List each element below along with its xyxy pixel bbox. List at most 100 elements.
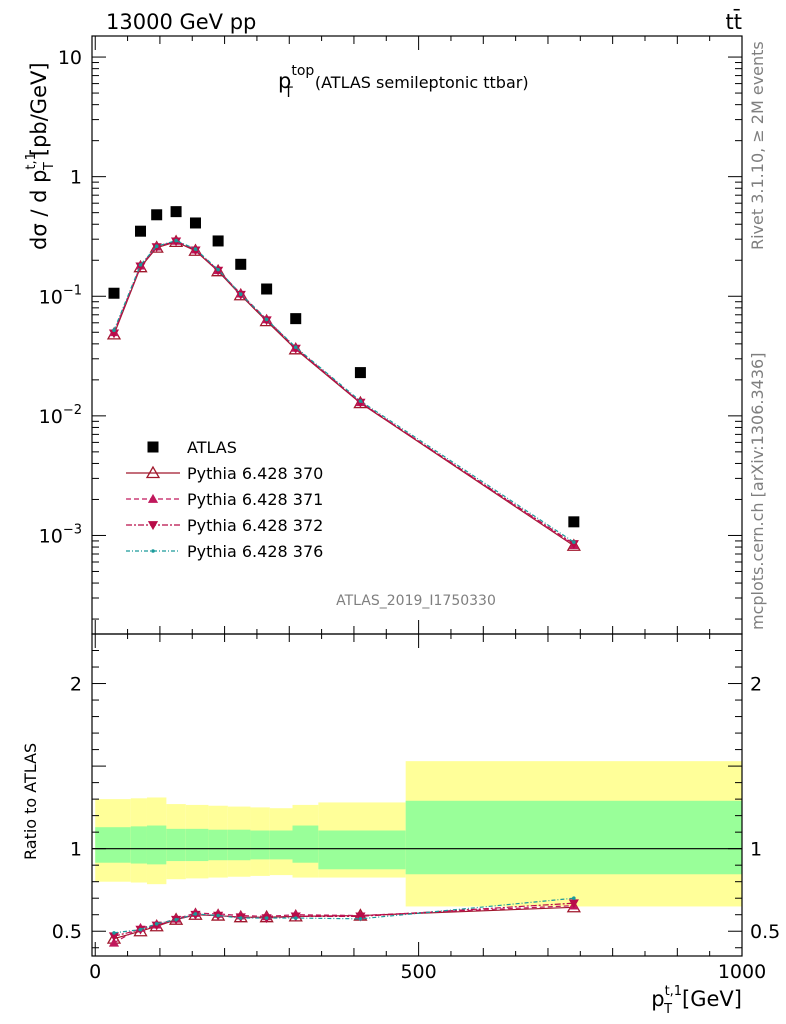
ratio-y-tick-label-right: 2 [750, 674, 762, 696]
ratio-line-2 [113, 905, 574, 944]
series-line-1 [113, 241, 575, 547]
ratio-line-3 [113, 902, 574, 937]
x-axis-label: pt,1 T [GeV] [651, 984, 742, 1017]
marker-dot [112, 328, 116, 333]
ratio-y-tick-label-right: 1 [750, 839, 762, 861]
legend-label: Pythia 6.428 370 [187, 464, 323, 483]
marker-dot [264, 916, 269, 920]
series-line-2 [113, 240, 575, 546]
marker-triangle-down-filled [108, 329, 120, 339]
ratio-band-green [166, 828, 186, 862]
ratio-line-4 [113, 897, 574, 934]
marker-square [189, 217, 201, 229]
ratio-y-tick-label: 1 [70, 839, 82, 861]
marker-dot [264, 317, 269, 322]
marker-square [261, 283, 273, 295]
plot-title: ptop T(ATLAS semileptonic ttbar) [278, 63, 529, 101]
y-tick-label: 10−2 [39, 403, 82, 428]
marker-square [151, 209, 163, 221]
marker-triangle-down-filled [190, 246, 201, 256]
marker-dot [572, 896, 576, 901]
marker-triangle-down-filled [147, 521, 159, 531]
marker-square [135, 225, 147, 237]
ratio-y-tick-label: 2 [70, 674, 82, 696]
legend-label: Pythia 6.428 372 [187, 516, 323, 535]
marker-square [568, 516, 580, 528]
marker-dot [154, 922, 159, 926]
mcplots-label: mcplots.cern.ch [arXiv:1306.3436] [748, 353, 767, 630]
marker-dot [193, 247, 198, 251]
marker-triangle-up-filled [108, 937, 120, 947]
marker-dot [572, 540, 576, 544]
rivet-label: Rivet 3.1.10, ≥ 2M events [748, 41, 767, 250]
marker-dot [193, 912, 198, 916]
marker-dot [174, 917, 178, 922]
legend: ATLAS Pythia 6.428 370 Pythia 6.428 371 Pyt… [126, 438, 323, 561]
marker-dot [216, 267, 220, 272]
marker-dot [174, 238, 178, 243]
ratio-y-tick-label: 0.5 [52, 921, 82, 943]
ratio-uncertainty-bands [92, 761, 742, 907]
ratio-band-green [95, 827, 131, 863]
legend-label: Pythia 6.428 376 [187, 542, 323, 561]
process-label: tt̄ [726, 9, 742, 34]
y-tick-label: 10−3 [39, 522, 82, 547]
marker-dot [293, 916, 298, 920]
y-tick-label: 10 [58, 47, 82, 69]
ratio-band-green [250, 830, 270, 860]
marker-dot [138, 927, 143, 932]
marker-dot [154, 244, 159, 249]
ratio-line-1 [113, 906, 574, 940]
energy-label: 13000 GeV pp [106, 10, 256, 34]
marker-square [235, 258, 247, 270]
marker-dot [358, 917, 363, 921]
ratio-y-tick-label-right: 0.5 [750, 921, 780, 943]
ratio-band-green [292, 825, 319, 863]
marker-square [212, 235, 224, 247]
x-tick-label: 0 [89, 961, 101, 983]
y-tick-label: 10−1 [39, 283, 82, 308]
marker-triangle-down-filled [355, 398, 366, 408]
x-tick-label: 500 [400, 961, 436, 983]
x-tick-label: 1000 [718, 961, 766, 983]
ratio-band-green [227, 829, 251, 861]
marker-triangle-down-filled [355, 912, 366, 922]
marker-dot [138, 263, 143, 267]
legend-label: Pythia 6.428 371 [187, 490, 323, 509]
ratio-band-green [146, 825, 167, 865]
marker-square [290, 313, 302, 325]
marker-triangle-up-filled [147, 493, 159, 503]
main-plot [106, 206, 581, 551]
marker-triangle-open [566, 538, 581, 551]
ratio-y-axis-label: Ratio to ATLAS [21, 743, 40, 860]
marker-dot [238, 292, 243, 297]
marker-triangle-down-filled [568, 540, 579, 550]
ratio-band-green [208, 829, 228, 861]
marker-dot [358, 399, 363, 403]
marker-triangle-down-filled [135, 262, 146, 272]
marker-dot [112, 931, 116, 935]
marker-square [170, 206, 182, 218]
y-axis-label: dσ / d pt,1 T[pb/GeV] [24, 62, 57, 250]
marker-dot [293, 345, 298, 350]
series-line-3 [113, 240, 575, 545]
axes: 0 500 1000 10 1 10−1 10−2 10−3 2 2 1 1 0.5 0.5 [39, 35, 780, 983]
analysis-id: ATLAS_2019_I1750330 [336, 593, 496, 609]
marker-square [108, 287, 120, 299]
marker-triangle-down-filled [108, 932, 120, 942]
legend-label: ATLAS [187, 438, 237, 457]
series-line-4 [113, 239, 575, 543]
ratio-band-green [130, 826, 147, 864]
ratio-frame [91, 633, 743, 957]
ratio-band-green [269, 830, 293, 860]
ratio-band-green [318, 830, 406, 870]
marker-triangle-down-filled [290, 344, 301, 354]
marker-triangle-down-filled [568, 899, 579, 909]
marker-dot [151, 549, 155, 553]
marker-square [147, 441, 159, 453]
ratio-band-green [405, 800, 742, 875]
marker-dot [238, 916, 243, 920]
ratio-band-green [185, 828, 209, 862]
y-tick-label: 1 [70, 167, 82, 189]
